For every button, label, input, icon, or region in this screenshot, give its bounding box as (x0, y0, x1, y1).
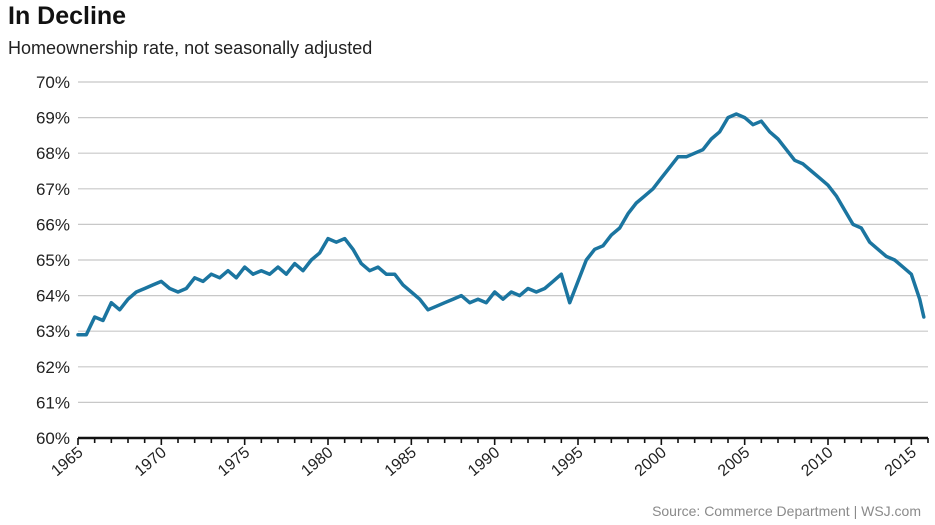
series-layer (76, 112, 926, 337)
x-tick-label: 1980 (298, 444, 336, 480)
y-axis-ticks: 60% 61% 62% 63% 64% 65% 66% 67% 68% 69% 70% (36, 73, 70, 448)
y-tick-label: 62% (36, 358, 70, 377)
chart-title: In Decline (8, 2, 127, 30)
x-tick-label: 2000 (632, 444, 670, 480)
y-tick-label: 61% (36, 393, 70, 412)
x-tick-label: 1970 (132, 444, 170, 480)
y-tick-label: 69% (36, 109, 70, 128)
y-tick-label: 70% (36, 73, 70, 92)
source-note: Source: Commerce Department | WSJ.com (652, 503, 921, 519)
y-tick-label: 65% (36, 251, 70, 270)
series-line (76, 112, 926, 337)
gridlines (78, 81, 928, 403)
y-tick-label: 64% (36, 287, 70, 306)
y-tick-label: 68% (36, 144, 70, 163)
x-axis: 1965 1970 1975 1980 1985 1990 1995 2000 2005 2010… (48, 436, 929, 480)
y-tick-label: 63% (36, 322, 70, 341)
x-tick-label: 1975 (215, 444, 253, 480)
x-tick-label: 2010 (798, 444, 836, 480)
x-tick-label: 2015 (882, 444, 920, 480)
y-tick-label: 66% (36, 215, 70, 234)
y-tick-label: 67% (36, 180, 70, 199)
chart-subtitle: Homeownership rate, not seasonally adjus… (8, 38, 373, 58)
x-tick-label: 1995 (548, 444, 586, 480)
x-tick-label: 1965 (48, 444, 86, 480)
x-tick-label: 1985 (382, 444, 420, 480)
line-chart: 60%61%62%63%64%65%66%67%68%69%70% 1965 19… (36, 73, 929, 480)
y-tick-label: 60% (36, 429, 70, 448)
x-tick-label: 1990 (465, 444, 503, 480)
x-tick-label: 2005 (715, 444, 753, 480)
